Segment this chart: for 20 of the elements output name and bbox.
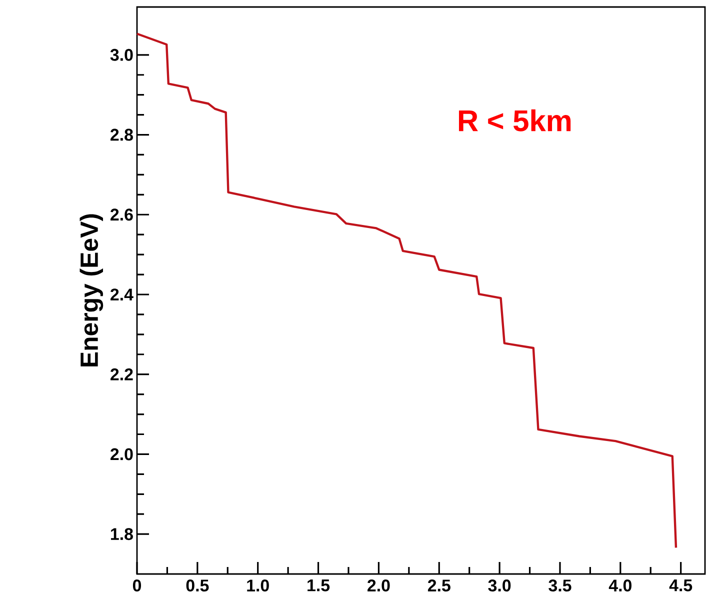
y-tick-label: 1.8 bbox=[111, 528, 133, 540]
y-tick-label: 3.0 bbox=[110, 48, 133, 61]
x-tick-label: 2.0 bbox=[368, 580, 390, 592]
x-tick-label: 3.5 bbox=[548, 580, 572, 592]
x-tick-label: 4.5 bbox=[669, 580, 692, 592]
x-tick-label: 1.0 bbox=[247, 580, 269, 592]
x-tick-label: 0 bbox=[132, 580, 142, 592]
x-tick-label: 0.5 bbox=[186, 580, 209, 592]
y-tick-label: 2.0 bbox=[110, 448, 133, 460]
annotation: R < 5km bbox=[458, 109, 571, 132]
x-tick-label: 3.0 bbox=[488, 580, 511, 592]
y-tick-label: 2.2 bbox=[110, 368, 133, 380]
x-tick-label: 4.0 bbox=[608, 580, 632, 592]
y-tick-label: 2.8 bbox=[110, 128, 133, 141]
y-tick-label: 2.4 bbox=[110, 288, 134, 300]
x-tick-label: 1.5 bbox=[308, 580, 330, 592]
x-tick-label: 2.5 bbox=[428, 580, 450, 592]
y-axis-title: Energy (EeV) bbox=[80, 214, 104, 366]
y-tick-label: 2.6 bbox=[110, 208, 133, 221]
line-series bbox=[136, 32, 678, 549]
